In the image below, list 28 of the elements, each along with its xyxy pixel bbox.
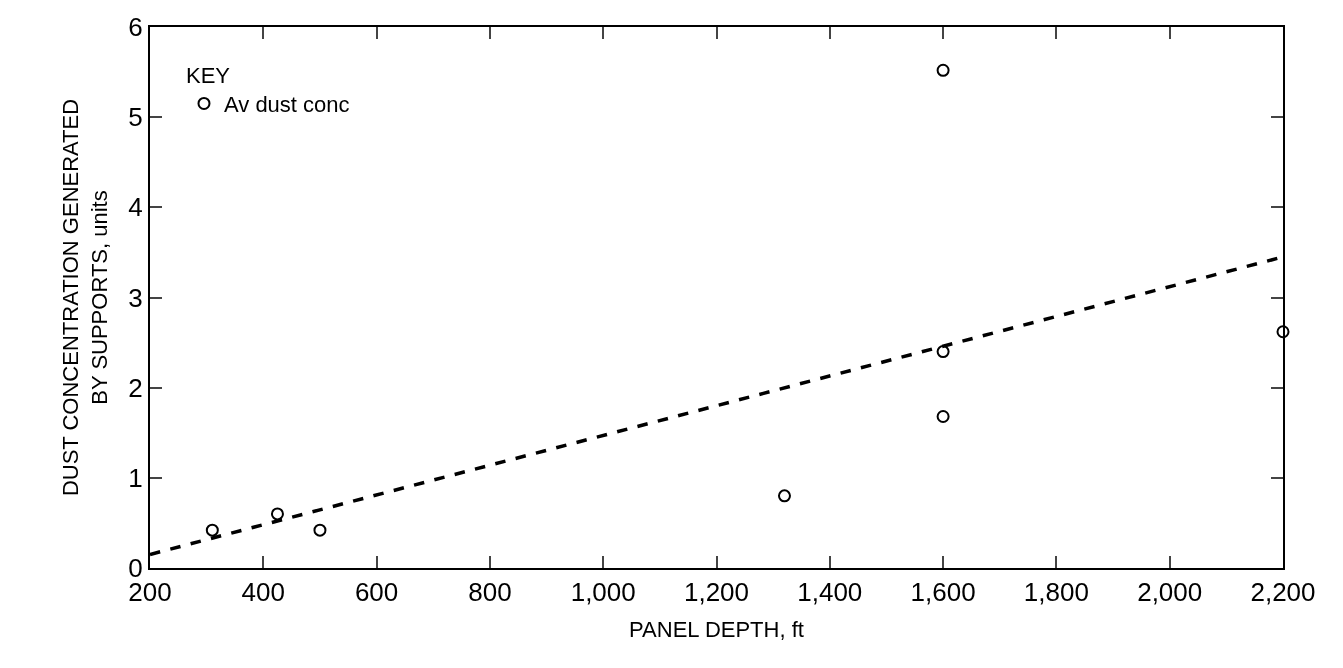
legend-title: KEY xyxy=(185,62,231,88)
y-tick-label: 6 xyxy=(128,12,143,43)
y-tick-label: 4 xyxy=(128,192,143,223)
x-tick-label: 2,200 xyxy=(1250,577,1316,608)
x-axis-title: PANEL DEPTH, ft xyxy=(629,616,804,642)
x-tick-label: 2,000 xyxy=(1137,577,1203,608)
point xyxy=(936,345,950,359)
x-tick-label: 600 xyxy=(354,577,399,608)
point xyxy=(205,523,219,537)
x-tick-label: 400 xyxy=(241,577,285,608)
legend-label: Av dust conc xyxy=(223,92,350,118)
y-tick-label: 2 xyxy=(128,372,143,403)
x-tick-label: 1,000 xyxy=(570,577,636,608)
point xyxy=(1276,325,1290,339)
y-tick-label: 3 xyxy=(128,282,143,313)
x-tick-label: 1,200 xyxy=(683,577,750,608)
x-tick-label: 1,400 xyxy=(797,577,863,608)
y-tick-label: 1 xyxy=(128,462,143,493)
point xyxy=(777,489,791,503)
point xyxy=(936,63,950,77)
y-axis-title: DUST CONCENTRATION GENERATED BY SUPPORTS, units xyxy=(58,98,112,497)
point xyxy=(936,410,950,424)
x-tick-label: 800 xyxy=(468,577,512,608)
x-tick-label: 1,800 xyxy=(1023,577,1089,608)
y-tick-label: 5 xyxy=(128,102,143,133)
point xyxy=(313,523,327,537)
point xyxy=(270,507,284,521)
x-tick-label: 1,600 xyxy=(910,577,976,608)
